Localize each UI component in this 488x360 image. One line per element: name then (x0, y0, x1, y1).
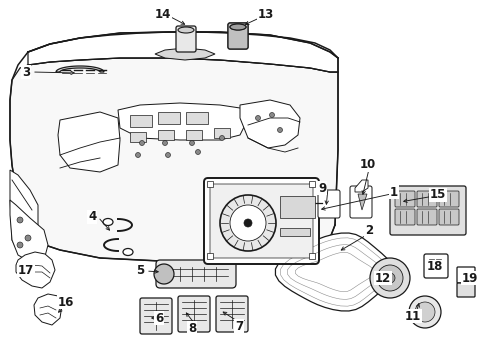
Circle shape (369, 258, 409, 298)
Polygon shape (354, 180, 367, 192)
Circle shape (229, 205, 265, 241)
Circle shape (244, 219, 251, 227)
Circle shape (255, 116, 260, 121)
Bar (130, 132, 146, 142)
FancyBboxPatch shape (209, 184, 312, 258)
Polygon shape (275, 233, 394, 311)
Text: 8: 8 (187, 321, 196, 334)
Polygon shape (58, 112, 120, 172)
Ellipse shape (229, 24, 245, 30)
FancyBboxPatch shape (438, 191, 458, 207)
Text: 9: 9 (317, 181, 325, 194)
Circle shape (384, 273, 394, 283)
Polygon shape (28, 32, 337, 72)
Text: 10: 10 (359, 158, 375, 171)
Text: 7: 7 (235, 320, 243, 333)
FancyBboxPatch shape (227, 23, 247, 49)
Circle shape (162, 140, 167, 145)
Text: 4: 4 (88, 211, 96, 224)
Bar (280, 196, 314, 218)
FancyBboxPatch shape (178, 296, 209, 332)
Text: 15: 15 (429, 189, 446, 202)
Bar (130, 115, 152, 127)
Polygon shape (10, 170, 38, 262)
Bar (308, 253, 314, 259)
Text: 12: 12 (374, 271, 390, 284)
FancyBboxPatch shape (456, 283, 474, 297)
Bar (435, 259, 440, 265)
Text: 19: 19 (461, 271, 477, 284)
Ellipse shape (304, 198, 311, 208)
Bar (158, 130, 174, 140)
FancyBboxPatch shape (156, 260, 236, 288)
FancyBboxPatch shape (389, 186, 465, 235)
Polygon shape (10, 58, 337, 262)
FancyBboxPatch shape (394, 191, 414, 207)
Polygon shape (34, 294, 62, 325)
FancyBboxPatch shape (349, 186, 371, 218)
FancyBboxPatch shape (227, 23, 247, 49)
Circle shape (269, 112, 274, 117)
Bar (214, 128, 229, 138)
Ellipse shape (123, 248, 133, 256)
Text: 3: 3 (22, 66, 30, 78)
FancyBboxPatch shape (416, 209, 436, 225)
Circle shape (219, 135, 224, 140)
FancyBboxPatch shape (176, 26, 196, 52)
Text: 17: 17 (18, 264, 34, 276)
Text: 11: 11 (404, 310, 420, 323)
Circle shape (165, 153, 170, 158)
FancyBboxPatch shape (140, 298, 172, 334)
Ellipse shape (229, 24, 245, 30)
Bar (428, 259, 433, 265)
Bar (185, 112, 207, 124)
Circle shape (17, 242, 23, 248)
Polygon shape (155, 48, 215, 60)
Polygon shape (118, 103, 247, 140)
FancyBboxPatch shape (423, 254, 447, 278)
Polygon shape (240, 100, 299, 148)
Bar (206, 253, 213, 259)
Circle shape (195, 149, 200, 154)
Circle shape (17, 217, 23, 223)
Circle shape (277, 127, 282, 132)
Bar (308, 181, 314, 187)
Circle shape (189, 140, 194, 145)
Circle shape (414, 302, 434, 322)
Ellipse shape (178, 27, 194, 33)
FancyBboxPatch shape (203, 178, 318, 264)
FancyBboxPatch shape (394, 209, 414, 225)
FancyBboxPatch shape (216, 296, 247, 332)
Text: 1: 1 (389, 185, 397, 198)
Circle shape (154, 264, 174, 284)
Circle shape (139, 140, 144, 145)
Text: 18: 18 (426, 261, 443, 274)
FancyBboxPatch shape (438, 209, 458, 225)
Text: 16: 16 (58, 296, 74, 309)
Text: 2: 2 (364, 224, 372, 237)
Text: 6: 6 (155, 311, 163, 324)
Polygon shape (357, 194, 366, 210)
Polygon shape (56, 66, 104, 72)
Circle shape (376, 265, 402, 291)
Circle shape (135, 153, 140, 158)
Bar (158, 112, 180, 124)
Text: 14: 14 (155, 8, 171, 21)
Text: 5: 5 (136, 265, 144, 278)
Bar (185, 130, 202, 140)
Circle shape (408, 296, 440, 328)
FancyBboxPatch shape (317, 190, 339, 218)
Text: 13: 13 (258, 8, 274, 21)
FancyBboxPatch shape (416, 191, 436, 207)
FancyBboxPatch shape (456, 267, 474, 283)
Polygon shape (16, 252, 55, 288)
Bar (206, 181, 213, 187)
Polygon shape (10, 200, 48, 262)
Circle shape (220, 195, 275, 251)
Bar (280, 228, 309, 236)
Circle shape (25, 235, 31, 241)
Ellipse shape (103, 219, 113, 225)
